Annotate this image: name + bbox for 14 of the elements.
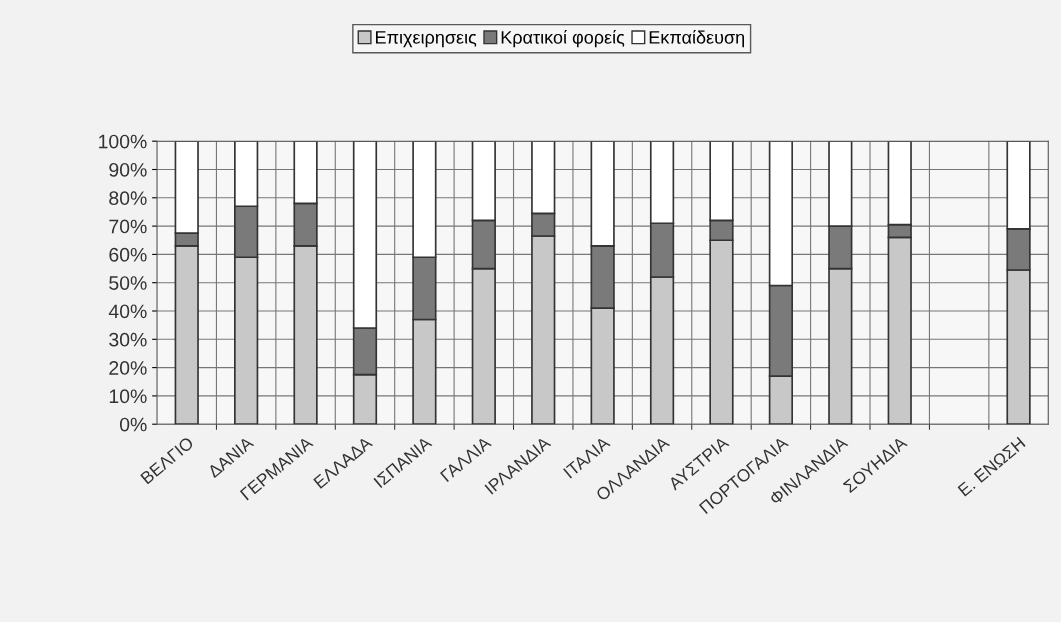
y-tick-label: 90% xyxy=(109,162,147,177)
legend-label: Εκπαίδευση xyxy=(649,29,744,48)
y-tick-label: 30% xyxy=(109,332,147,347)
y-tick-label: 50% xyxy=(109,276,147,290)
y-tick-label: 70% xyxy=(109,219,147,234)
y-tick-label: 10% xyxy=(109,389,147,404)
y-tick-label: 0% xyxy=(119,417,147,432)
legend-label: Κρατικοί φορείς xyxy=(501,29,625,48)
y-tick-label: 20% xyxy=(109,361,147,375)
legend-label: Επιχειρησεις xyxy=(376,31,477,48)
y-tick-label: 40% xyxy=(108,304,147,319)
y-tick-label: 100% xyxy=(99,134,147,149)
y-tick-label: 80% xyxy=(109,191,147,206)
y-tick-label: 60% xyxy=(109,247,147,262)
